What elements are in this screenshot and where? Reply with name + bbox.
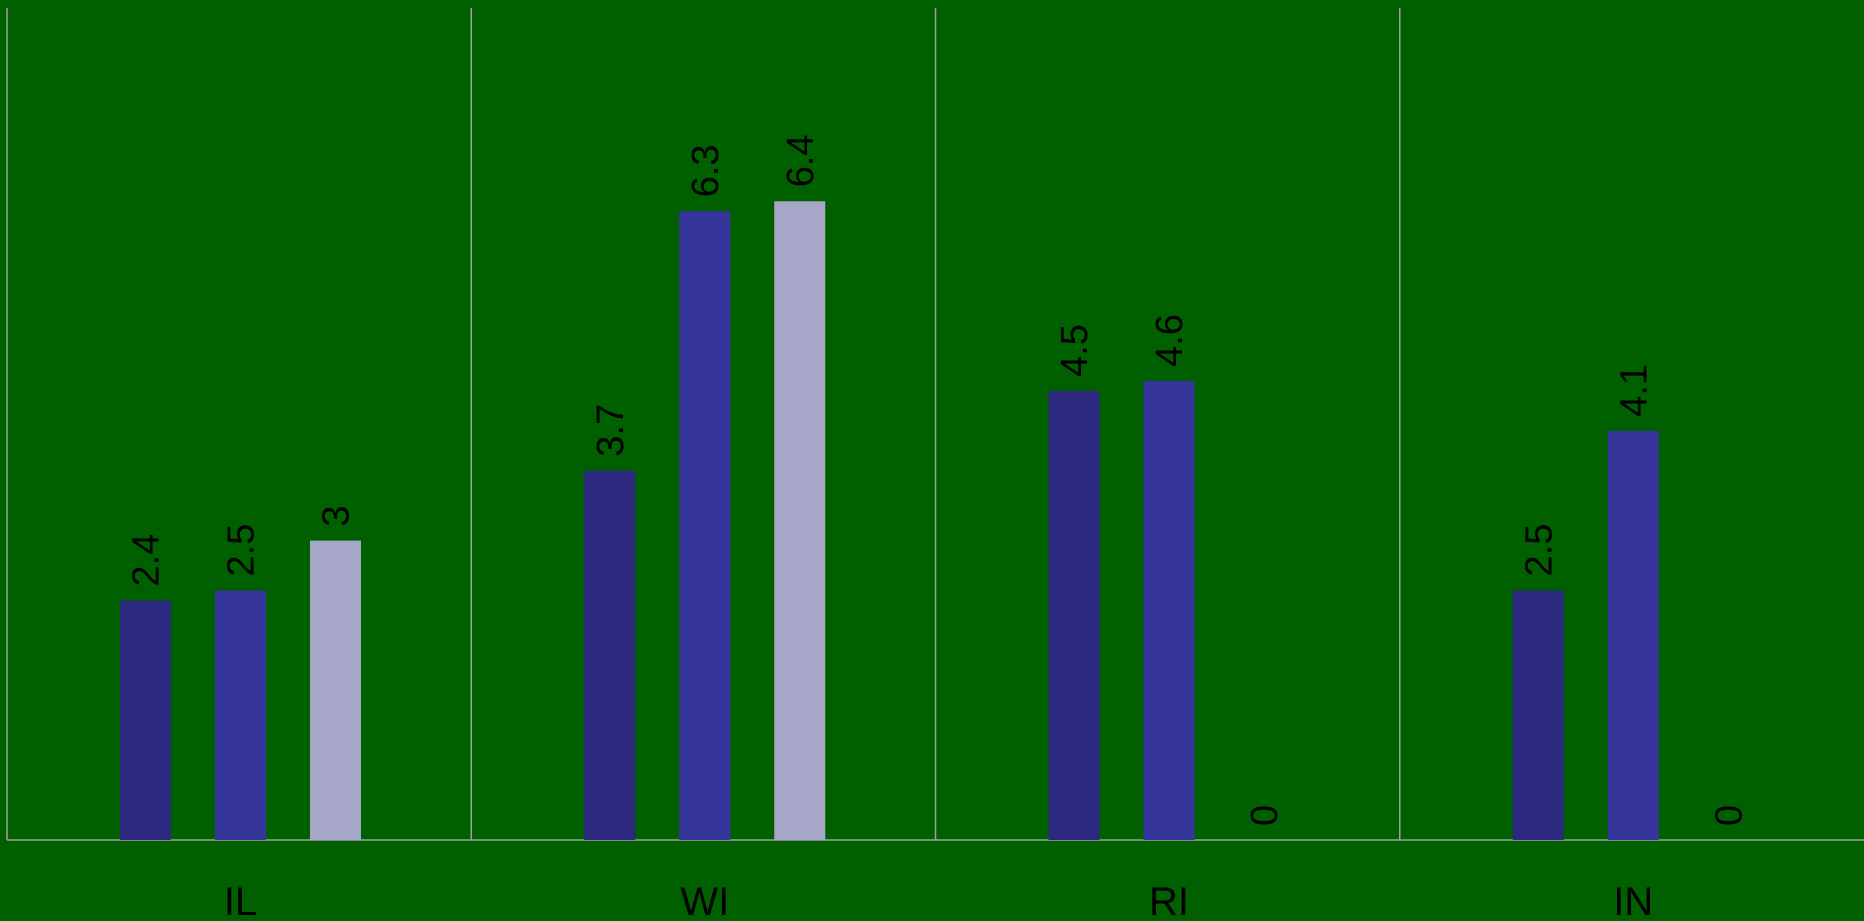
bar bbox=[679, 211, 731, 840]
bar-value-label: 3 bbox=[316, 505, 358, 526]
bar-value-label: 6.4 bbox=[780, 134, 822, 187]
bar-value-label: 4.1 bbox=[1613, 364, 1655, 417]
bar bbox=[310, 540, 361, 840]
bar bbox=[774, 201, 826, 840]
bars bbox=[120, 201, 1659, 840]
bar-value-label: 2.5 bbox=[221, 524, 263, 577]
bar bbox=[215, 590, 266, 840]
bar bbox=[1607, 430, 1659, 840]
axes bbox=[6, 8, 1864, 841]
value-labels: 2.4 2.5 3 3.7 6.3 6.4 4.5 4.6 0 2.5 4.1 0 bbox=[126, 134, 1751, 826]
bar bbox=[1048, 390, 1100, 840]
bar-value-label: 0 bbox=[1244, 805, 1286, 826]
bar-value-label: 6.3 bbox=[685, 144, 727, 197]
bar bbox=[1143, 380, 1195, 840]
bar-value-label: 2.4 bbox=[126, 534, 168, 587]
bar-value-label: 4.5 bbox=[1054, 324, 1096, 377]
bar-value-label: 2.5 bbox=[1518, 524, 1560, 577]
category-labels: IL WI RI IN bbox=[224, 880, 1653, 921]
bar-value-label: 4.6 bbox=[1149, 314, 1191, 367]
bar bbox=[120, 600, 171, 840]
bar-value-label: 3.7 bbox=[590, 404, 632, 457]
bar bbox=[584, 470, 636, 840]
category-label: IN bbox=[1613, 880, 1653, 921]
category-label: RI bbox=[1149, 880, 1189, 921]
category-label: WI bbox=[680, 880, 729, 921]
bar bbox=[1512, 590, 1564, 840]
bar-value-label: 0 bbox=[1708, 805, 1750, 826]
category-label: IL bbox=[224, 880, 257, 921]
